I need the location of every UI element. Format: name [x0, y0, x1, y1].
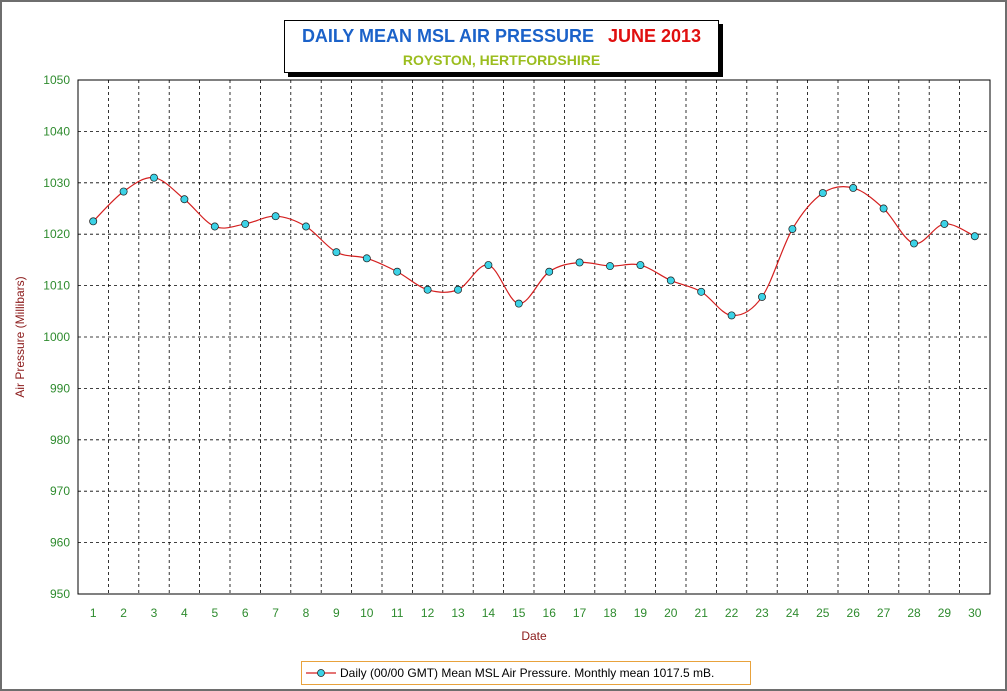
x-tick-label: 25 — [816, 606, 830, 620]
y-tick-label: 990 — [50, 381, 70, 395]
x-tick-label: 28 — [907, 606, 921, 620]
chart-title: DAILY MEAN MSL AIR PRESSURE — [301, 26, 594, 46]
x-tick-label: 24 — [786, 606, 800, 620]
data-point — [545, 267, 554, 276]
x-tick-label: 9 — [333, 606, 340, 620]
data-point — [818, 189, 827, 198]
data-point — [940, 219, 949, 228]
series-markers — [89, 173, 979, 320]
legend-marker-icon — [306, 669, 336, 677]
data-point — [666, 276, 675, 285]
plot-area — [77, 79, 991, 595]
y-tick-label: 1020 — [43, 227, 70, 241]
data-point — [454, 285, 462, 294]
x-tick-label: 6 — [242, 606, 249, 620]
x-tick-label: 26 — [847, 606, 861, 620]
data-point — [89, 217, 98, 226]
data-point — [180, 195, 189, 204]
x-tick-label: 18 — [603, 606, 617, 620]
x-tick-label: 1 — [90, 606, 97, 620]
y-tick-label: 980 — [50, 433, 70, 447]
data-point — [271, 212, 280, 221]
data-point — [150, 173, 158, 182]
data-point — [788, 225, 797, 234]
x-tick-label: 11 — [391, 606, 404, 620]
chart-title-month: JUNE 2013 — [608, 26, 702, 46]
x-tick-label: 29 — [938, 606, 952, 620]
data-point — [879, 204, 888, 213]
x-tick-label: 4 — [181, 606, 188, 620]
data-point — [302, 222, 310, 231]
x-tick-label: 23 — [755, 606, 769, 620]
data-point — [970, 232, 979, 241]
x-axis-label: Date — [521, 629, 547, 643]
x-tick-label: 5 — [211, 606, 218, 620]
legend-label: Daily (00/00 GMT) Mean MSL Air Pressure.… — [340, 666, 715, 680]
data-point — [332, 248, 341, 257]
y-tick-label: 1000 — [43, 330, 70, 344]
x-tick-label: 21 — [695, 606, 709, 620]
data-point — [910, 239, 918, 248]
x-tick-label: 20 — [664, 606, 678, 620]
x-tick-label: 8 — [303, 606, 310, 620]
y-axis-label: Air Pressure (Millibars) — [13, 276, 27, 397]
data-point — [697, 287, 706, 296]
y-tick-label: 1050 — [43, 73, 70, 87]
data-point — [210, 222, 219, 231]
x-tick-label: 15 — [512, 606, 526, 620]
y-tick-label: 1030 — [43, 176, 70, 190]
y-tick-label: 950 — [50, 587, 70, 601]
x-tick-label: 3 — [151, 606, 158, 620]
y-tick-labels: 950 960 970 980 990 1000 1010 1020 1030 1040 1050 — [43, 73, 70, 601]
data-point — [241, 219, 250, 228]
x-tick-label: 13 — [451, 606, 465, 620]
x-tick-label: 2 — [120, 606, 127, 620]
x-tick-label: 19 — [634, 606, 648, 620]
chart-subtitle: ROYSTON, HERTFORDSHIRE — [402, 52, 601, 68]
chart-title-box: DAILY MEAN MSL AIR PRESSURE JUNE 2013 ROY… — [284, 20, 719, 73]
x-tick-label: 17 — [573, 606, 587, 620]
x-tick-label: 22 — [725, 606, 739, 620]
x-tick-label: 12 — [421, 606, 435, 620]
data-point — [514, 299, 523, 308]
x-tick-label: 14 — [482, 606, 496, 620]
data-point — [119, 187, 128, 196]
data-point — [849, 183, 858, 192]
data-point — [484, 261, 493, 269]
y-tick-label: 960 — [50, 536, 70, 550]
grid — [78, 80, 990, 594]
data-point — [575, 258, 584, 267]
x-tick-label: 7 — [272, 606, 279, 620]
legend: Daily (00/00 GMT) Mean MSL Air Pressure.… — [301, 661, 751, 685]
y-tick-label: 970 — [50, 484, 70, 498]
data-point — [393, 267, 402, 276]
data-point — [636, 261, 645, 269]
data-point — [606, 262, 614, 271]
data-point — [423, 285, 432, 294]
data-point — [362, 254, 371, 263]
y-tick-label: 1040 — [43, 124, 70, 138]
data-point — [727, 311, 736, 320]
x-tick-label: 10 — [360, 606, 374, 620]
x-tick-label: 16 — [543, 606, 557, 620]
series-line — [92, 176, 976, 317]
x-tick-label: 30 — [968, 606, 982, 620]
data-point — [758, 292, 766, 301]
x-tick-label: 27 — [877, 606, 891, 620]
x-tick-labels: 1 2 3 4 5 6 7 8 9 10 11 12 13 14 15 16 17 18 19 20 21 22 23 24 2… — [90, 606, 982, 620]
y-tick-label: 1010 — [43, 279, 70, 293]
